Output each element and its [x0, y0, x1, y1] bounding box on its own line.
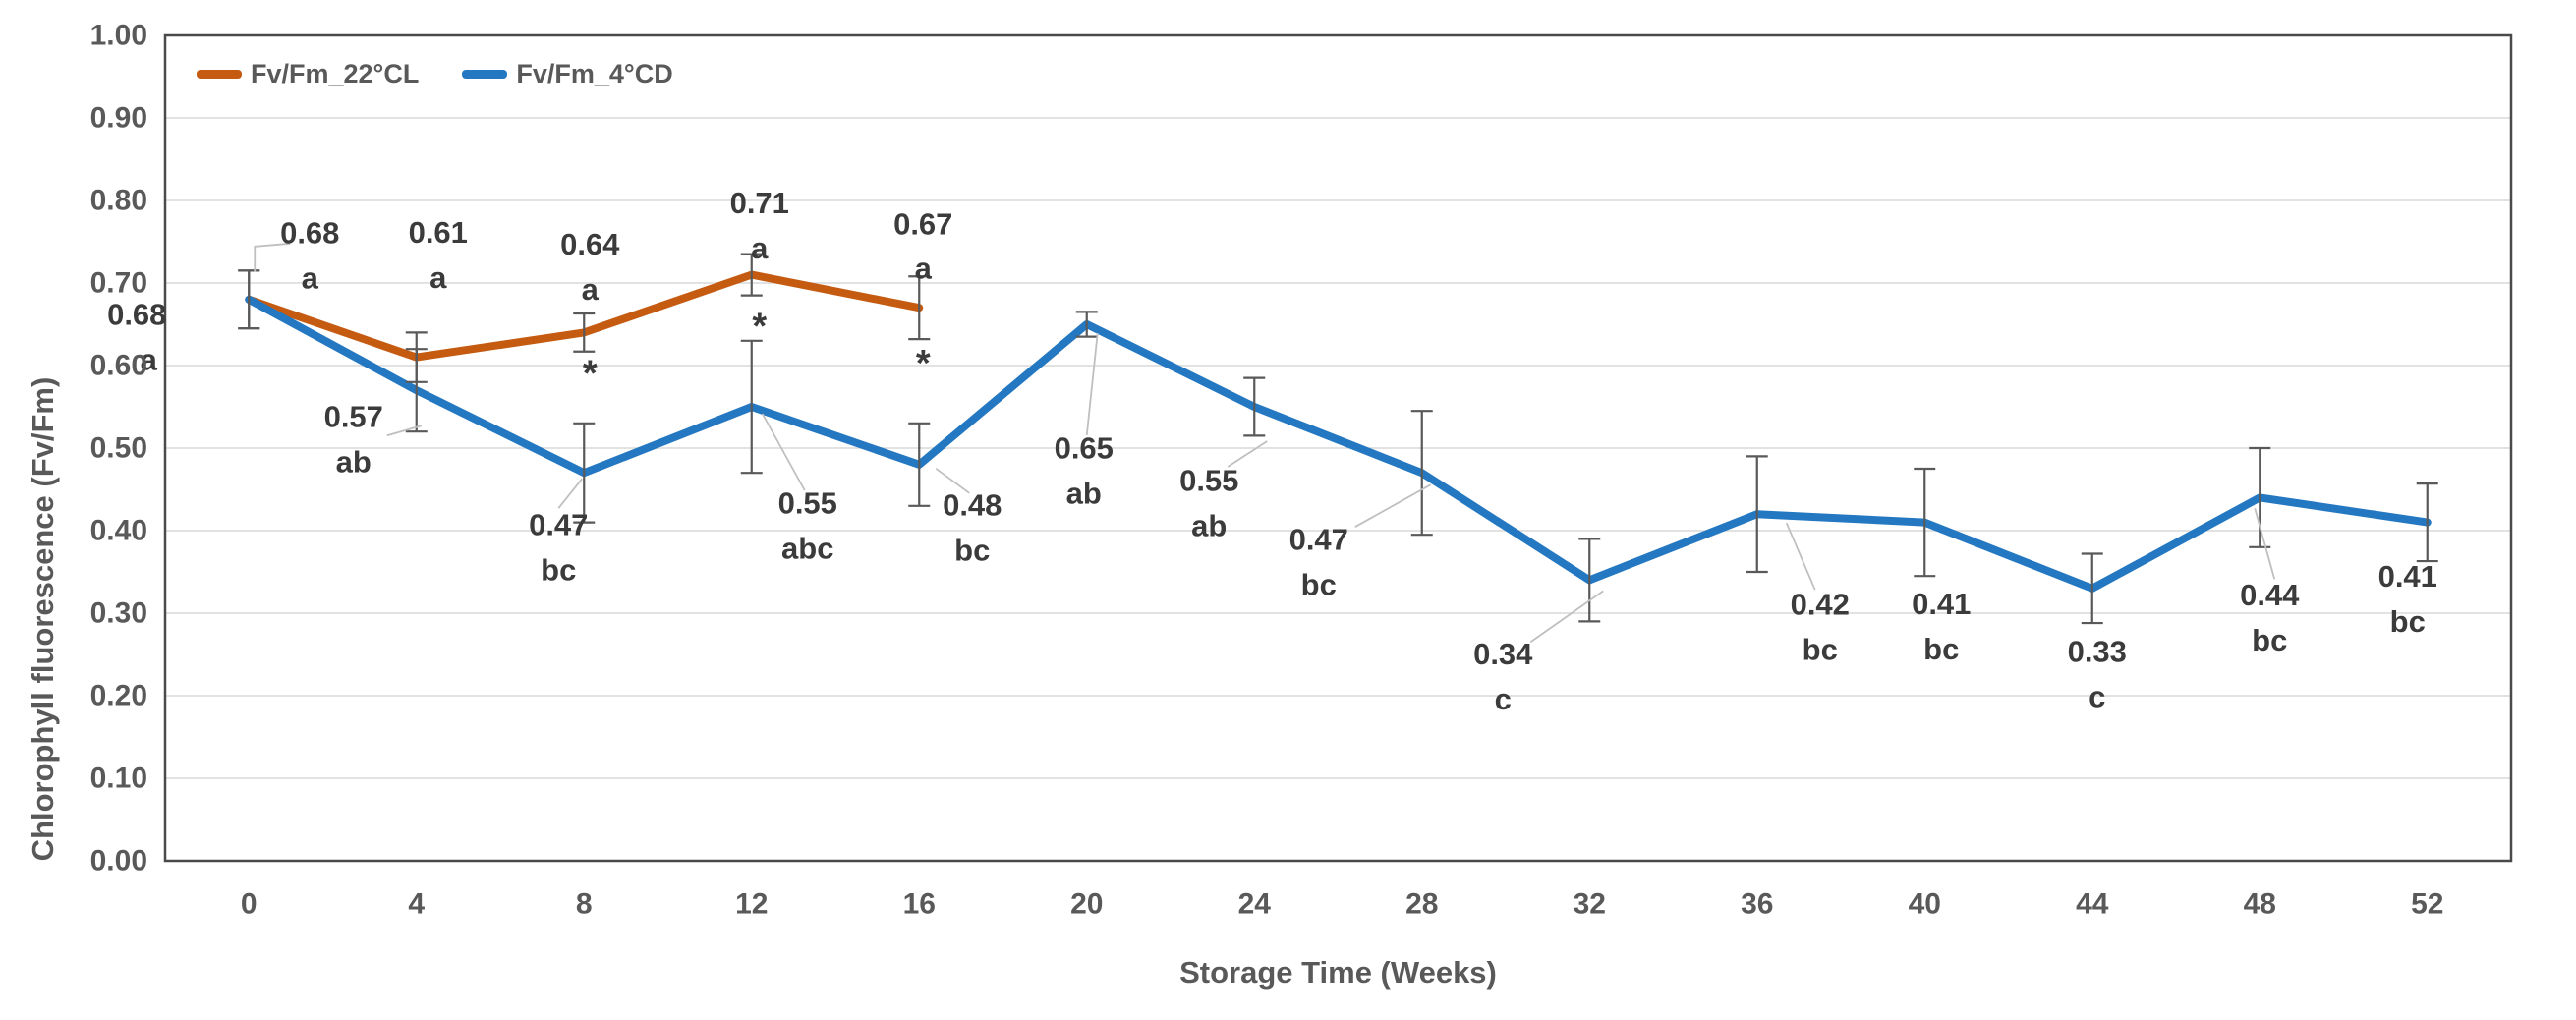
svg-text:0.40: 0.40	[90, 515, 147, 547]
svg-text:0.57: 0.57	[324, 400, 383, 434]
svg-text:44: 44	[2076, 888, 2109, 921]
svg-text:36: 36	[1741, 888, 1773, 921]
svg-text:0.47: 0.47	[1289, 523, 1348, 557]
svg-text:0.41: 0.41	[2378, 559, 2437, 594]
y-axis-title: Chlorophyll fluorescence (Fv/Fm)	[26, 376, 60, 862]
svg-text:0.50: 0.50	[90, 432, 147, 465]
svg-text:0: 0	[241, 888, 258, 921]
svg-text:48: 48	[2244, 888, 2276, 921]
svg-text:4: 4	[408, 888, 425, 921]
svg-text:bc: bc	[1803, 633, 1838, 667]
svg-text:32: 32	[1574, 888, 1606, 921]
svg-text:bc: bc	[1301, 568, 1337, 602]
svg-text:bc: bc	[2390, 604, 2426, 639]
svg-text:0.00: 0.00	[90, 845, 147, 878]
svg-text:24: 24	[1238, 888, 1272, 921]
svg-text:0.61: 0.61	[409, 215, 468, 250]
svg-text:0.90: 0.90	[90, 102, 147, 135]
svg-text:0.68: 0.68	[107, 297, 166, 331]
svg-text:0.64: 0.64	[560, 227, 620, 261]
svg-text:40: 40	[1909, 888, 1941, 921]
svg-text:*: *	[583, 353, 598, 394]
svg-text:a: a	[141, 342, 158, 376]
svg-text:0.30: 0.30	[90, 597, 147, 630]
svg-text:52: 52	[2411, 888, 2443, 921]
svg-text:0.34: 0.34	[1473, 637, 1533, 671]
leader-lines-series-1	[386, 332, 2276, 644]
svg-text:a: a	[302, 260, 319, 295]
svg-text:a: a	[429, 260, 447, 295]
svg-text:c: c	[1495, 682, 1512, 716]
svg-text:0.42: 0.42	[1791, 588, 1850, 622]
leader-lines-series-0	[254, 242, 291, 272]
svg-text:0.47: 0.47	[529, 508, 588, 542]
svg-text:0.67: 0.67	[893, 207, 952, 242]
svg-text:ab: ab	[1191, 509, 1227, 543]
svg-text:16: 16	[903, 888, 936, 921]
legend-swatch-fvfm-4cd	[462, 70, 508, 79]
plot-border	[163, 33, 2513, 863]
svg-text:0.80: 0.80	[90, 185, 147, 217]
svg-text:0.41: 0.41	[1912, 587, 1971, 621]
svg-text:*: *	[752, 307, 767, 348]
legend-label-fvfm-22cl: Fv/Fm_22°CL	[251, 59, 420, 88]
svg-text:8: 8	[576, 888, 593, 921]
svg-text:0.48: 0.48	[943, 487, 1002, 522]
svg-text:bc: bc	[2252, 623, 2287, 657]
svg-text:0.55: 0.55	[778, 486, 837, 521]
svg-text:0.70: 0.70	[90, 267, 147, 300]
svg-text:bc: bc	[954, 533, 990, 567]
error-bars-series-1	[238, 269, 2438, 625]
data-labels-series-0: 0.68 a 0.61 a 0.64 a * 0.71 a * 0.67 a *	[280, 186, 952, 394]
svg-text:12: 12	[735, 888, 768, 921]
svg-text:c: c	[2089, 679, 2105, 713]
svg-text:0.44: 0.44	[2240, 578, 2300, 612]
legend-item-fvfm-22cl: Fv/Fm_22°CL	[197, 59, 419, 89]
svg-text:0.20: 0.20	[90, 680, 147, 712]
x-axis-title: Storage Time (Weeks)	[1179, 955, 1497, 990]
svg-text:ab: ab	[336, 445, 372, 480]
svg-text:0.68: 0.68	[280, 215, 339, 250]
svg-text:bc: bc	[1923, 632, 1959, 666]
gridlines	[165, 117, 2511, 779]
svg-text:a: a	[582, 272, 600, 307]
y-axis-tick-labels: 0.00 0.10 0.20 0.30 0.40 0.50 0.60 0.70 0.80 0.90…	[90, 20, 147, 878]
svg-text:20: 20	[1070, 888, 1103, 921]
legend-label-fvfm-4cd: Fv/Fm_4°CD	[516, 59, 673, 88]
series-line-1	[245, 295, 2432, 593]
legend-swatch-fvfm-22cl	[197, 70, 242, 79]
svg-text:bc: bc	[541, 553, 576, 588]
svg-text:0.55: 0.55	[1179, 464, 1238, 498]
svg-text:0.71: 0.71	[730, 186, 789, 220]
svg-text:*: *	[916, 343, 931, 384]
svg-text:0.60: 0.60	[90, 350, 147, 382]
svg-text:0.10: 0.10	[90, 763, 147, 795]
legend: Fv/Fm_22°CL Fv/Fm_4°CD	[197, 59, 673, 89]
legend-item-fvfm-4cd: Fv/Fm_4°CD	[462, 59, 673, 89]
svg-text:28: 28	[1405, 888, 1438, 921]
svg-text:0.33: 0.33	[2068, 634, 2127, 668]
svg-text:abc: abc	[781, 532, 833, 566]
svg-text:1.00: 1.00	[90, 20, 147, 52]
series-polyline-1	[245, 295, 2432, 593]
svg-text:a: a	[915, 252, 933, 286]
svg-text:ab: ab	[1066, 477, 1102, 511]
svg-text:a: a	[751, 231, 769, 265]
svg-text:0.65: 0.65	[1055, 431, 1114, 466]
x-axis-tick-labels: 0 4 8 12 16 20 24 28 32 36 40 44 48 52	[241, 888, 2444, 921]
